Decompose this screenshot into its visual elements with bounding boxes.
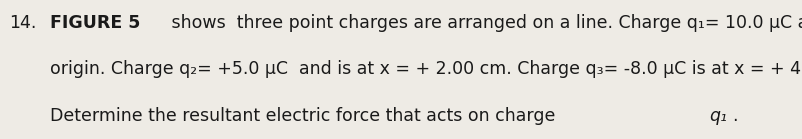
Text: 14.: 14. <box>10 14 37 32</box>
Text: q₁: q₁ <box>709 107 727 125</box>
Text: FIGURE 5: FIGURE 5 <box>50 14 140 32</box>
Text: Determine the resultant electric force that acts on charge: Determine the resultant electric force t… <box>50 107 561 125</box>
Text: origin. Charge q₂= +5.0 μC  and is at x = + 2.00 cm. Charge q₃= -8.0 μC is at x : origin. Charge q₂= +5.0 μC and is at x =… <box>50 60 802 78</box>
Text: shows  three point charges are arranged on a line. Charge q₁= 10.0 μC and is at : shows three point charges are arranged o… <box>166 14 802 32</box>
Text: .: . <box>732 107 738 125</box>
